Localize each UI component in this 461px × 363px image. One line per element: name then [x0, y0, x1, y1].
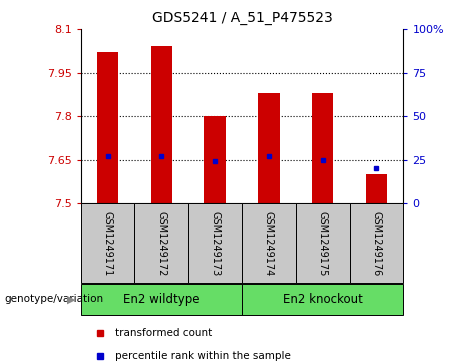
Text: GSM1249172: GSM1249172 [156, 211, 166, 276]
Bar [81, 284, 242, 315]
Text: GSM1249173: GSM1249173 [210, 211, 220, 276]
Bar [242, 203, 296, 283]
Bar [242, 284, 403, 315]
Text: GSM1249171: GSM1249171 [102, 211, 112, 276]
Text: percentile rank within the sample: percentile rank within the sample [115, 351, 291, 361]
Bar [188, 203, 242, 283]
Text: En2 wildtype: En2 wildtype [123, 293, 200, 306]
Bar [204, 116, 226, 203]
Text: GSM1249175: GSM1249175 [318, 211, 328, 276]
Bar [151, 46, 172, 203]
Title: GDS5241 / A_51_P475523: GDS5241 / A_51_P475523 [152, 11, 332, 25]
Text: En2 knockout: En2 knockout [283, 293, 363, 306]
Text: GSM1249176: GSM1249176 [372, 211, 382, 276]
Bar [366, 174, 387, 203]
Bar [81, 203, 135, 283]
Text: GSM1249174: GSM1249174 [264, 211, 274, 276]
Bar [349, 203, 403, 283]
Text: ▶: ▶ [67, 294, 75, 305]
Text: transformed count: transformed count [115, 328, 213, 338]
Bar [135, 203, 188, 283]
Text: genotype/variation: genotype/variation [5, 294, 104, 305]
Bar [97, 52, 118, 203]
Bar [258, 93, 280, 203]
Bar [312, 93, 333, 203]
Bar [296, 203, 349, 283]
